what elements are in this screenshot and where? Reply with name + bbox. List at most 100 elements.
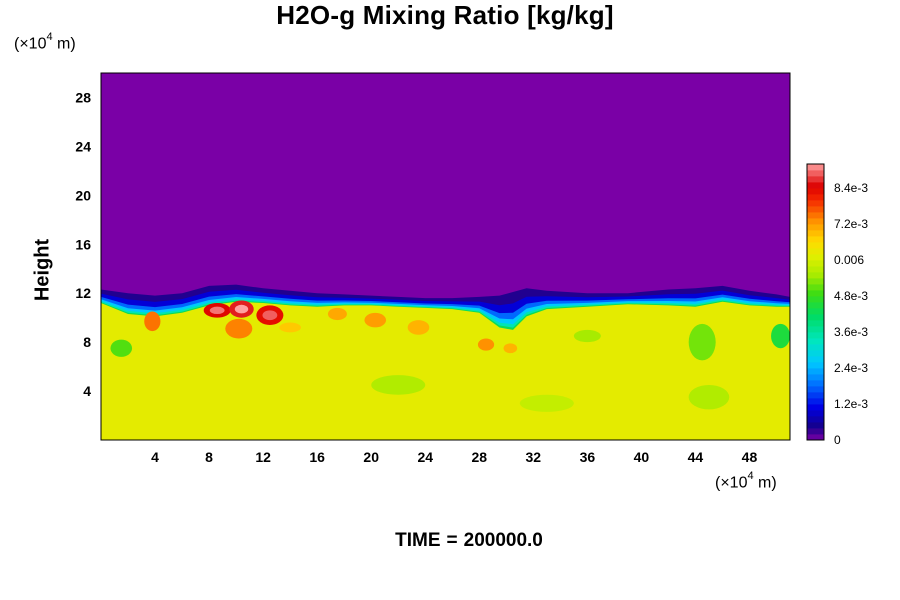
colorbar-tick-label: 0: [834, 433, 841, 447]
field-blob-13: [688, 323, 716, 361]
colorbar-segment: [807, 212, 824, 219]
colorbar-segment: [807, 308, 824, 315]
colorbar-segment: [807, 206, 824, 213]
field-blob-17: [688, 384, 730, 410]
field-blob-8: [407, 320, 430, 335]
field-blob-10: [503, 343, 518, 354]
colorbar: 0 1.2e-3 2.4e-3 3.6e-3 4.8e-3 0.006 7.2e-3 8.4e…: [806, 163, 868, 447]
y-tick-label: 4: [83, 383, 91, 399]
x-tick-label: 36: [580, 449, 596, 465]
colorbar-segment: [807, 338, 824, 345]
colorbar-segment: [807, 350, 824, 357]
field-blob-18: [519, 394, 574, 412]
colorbar-segment: [807, 170, 824, 177]
field-blob-5: [225, 318, 253, 339]
colorbar-tick-label: 2.4e-3: [834, 361, 868, 375]
colorbar-segment: [807, 398, 824, 405]
colorbar-segment: [807, 278, 824, 285]
x-axis-unit: (×104 m): [715, 470, 777, 492]
colorbar-segment: [807, 176, 824, 183]
colorbar-segment: [807, 410, 824, 417]
colorbar-segment: [807, 188, 824, 195]
colorbar-frame: [806, 163, 825, 441]
colorbar-tick-label: 7.2e-3: [834, 217, 868, 231]
x-tick-label: 16: [309, 449, 325, 465]
colorbar-segment: [807, 224, 824, 231]
colorbar-segment: [807, 260, 824, 267]
colorbar-segment: [807, 236, 824, 243]
y-tick-label: 12: [75, 285, 91, 301]
colorbar-segment: [807, 194, 824, 201]
colorbar-tick-label: 8.4e-3: [834, 181, 868, 195]
y-tick-label: 8: [83, 334, 91, 350]
colorbar-segment: [807, 200, 824, 207]
y-tick-label: 16: [75, 236, 91, 252]
colorbar-segment: [807, 164, 824, 171]
colorbar-segment: [807, 380, 824, 387]
field-blob-12: [573, 329, 601, 343]
colorbar-segment: [807, 386, 824, 393]
colorbar-segment: [807, 332, 824, 339]
x-tick-label: 48: [742, 449, 758, 465]
colorbar-tick-label: 4.8e-3: [834, 289, 868, 303]
colorbar-segment: [807, 248, 824, 255]
field-blob-6: [327, 307, 347, 321]
colorbar-segment: [807, 266, 824, 273]
x-tick-label: 8: [205, 449, 213, 465]
colorbar-segment: [807, 230, 824, 237]
colorbar-segment: [807, 218, 824, 225]
time-readout: TIME = 200000.0: [395, 530, 543, 551]
colorbar-segment: [807, 314, 824, 321]
colorbar-tick-label: 3.6e-3: [834, 325, 868, 339]
heatmap-field: [101, 73, 790, 440]
colorbar-segment: [807, 284, 824, 291]
x-tick-label: 32: [526, 449, 542, 465]
colorbar-segment: [807, 344, 824, 351]
colorbar-segment: [807, 428, 824, 435]
plot-frame: [100, 72, 791, 441]
x-tick-label: 12: [255, 449, 271, 465]
colorbar-segment: [807, 296, 824, 303]
field-blob-1: [144, 311, 161, 332]
colorbar-segment: [807, 254, 824, 261]
field-blob-14: [771, 323, 790, 349]
y-axis: 4 8 12 16 20 24 28: [75, 89, 91, 399]
colorbar-segment: [807, 272, 824, 279]
colorbar-segment: [807, 182, 824, 189]
field-blob-7: [364, 312, 387, 328]
colorbar-segment: [807, 434, 824, 441]
colorbar-segment: [807, 404, 824, 411]
y-tick-label: 24: [75, 138, 91, 154]
colorbar-segment: [807, 362, 824, 369]
colorbar-segment: [807, 422, 824, 429]
x-tick-label: 24: [417, 449, 433, 465]
colorbar-segment: [807, 290, 824, 297]
x-tick-label: 20: [363, 449, 379, 465]
moist-lower-region: [101, 301, 790, 440]
colorbar-segment: [807, 326, 824, 333]
colorbar-tick-label: 1.2e-3: [834, 397, 868, 411]
colorbar-segment: [807, 392, 824, 399]
colorbar-segment: [807, 368, 824, 375]
field-blob-9: [477, 338, 495, 351]
field-blob-core-3: [234, 304, 249, 314]
y-tick-label: 28: [75, 89, 91, 105]
colorbar-segment: [807, 302, 824, 309]
field-blob-16: [371, 375, 426, 395]
colorbar-tick-label: 0.006: [834, 253, 864, 267]
colorbar-segment: [807, 416, 824, 423]
colorbar-segment: [807, 356, 824, 363]
field-blob-core-4: [262, 310, 278, 321]
x-axis: 4 8 12 16 20 24 28 32 36 40 44 48: [151, 449, 757, 465]
field-blob-11: [279, 322, 301, 333]
x-tick-label: 40: [634, 449, 650, 465]
x-tick-label: 28: [471, 449, 487, 465]
colorbar-segment: [807, 320, 824, 327]
y-axis-unit: (×104 m): [14, 31, 76, 53]
colorbar-segment: [807, 242, 824, 249]
y-tick-label: 20: [75, 187, 91, 203]
field-blob-15: [110, 339, 133, 357]
chart-title: H2O-g Mixing Ratio [kg/kg]: [276, 0, 614, 30]
colorbar-segment: [807, 374, 824, 381]
